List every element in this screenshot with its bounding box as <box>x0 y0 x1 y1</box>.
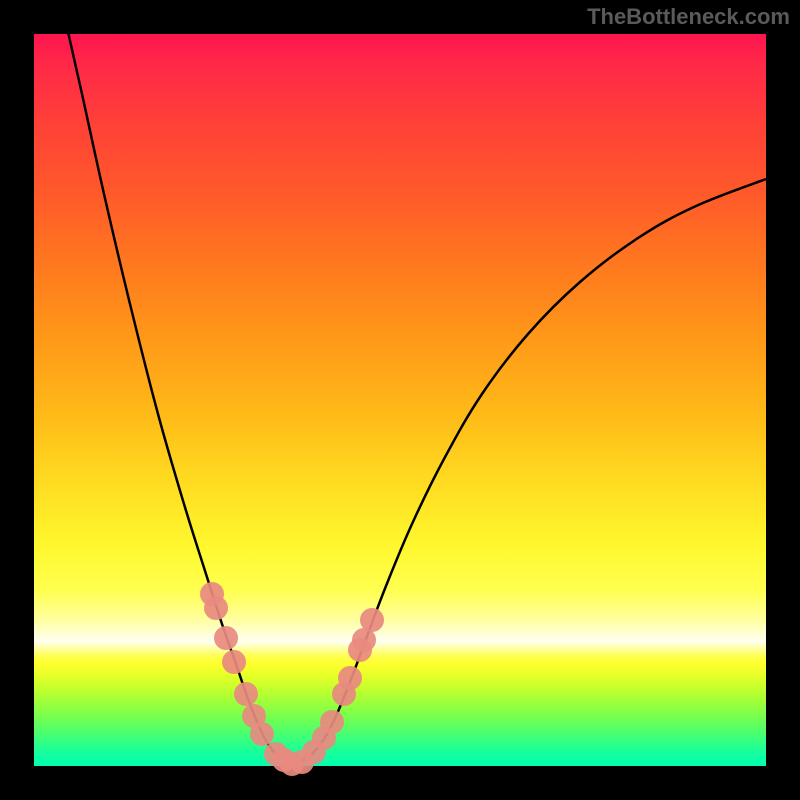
data-marker <box>234 682 258 706</box>
chart-plot-area <box>34 34 766 766</box>
watermark-text: TheBottleneck.com <box>587 4 790 30</box>
data-marker <box>222 650 246 674</box>
data-marker <box>320 710 344 734</box>
curve-right-branch <box>292 179 766 764</box>
data-marker <box>360 608 384 632</box>
data-marker <box>204 596 228 620</box>
data-marker <box>214 626 238 650</box>
curve-left-branch <box>64 14 292 764</box>
bottleneck-curve <box>34 34 766 766</box>
data-marker <box>338 666 362 690</box>
